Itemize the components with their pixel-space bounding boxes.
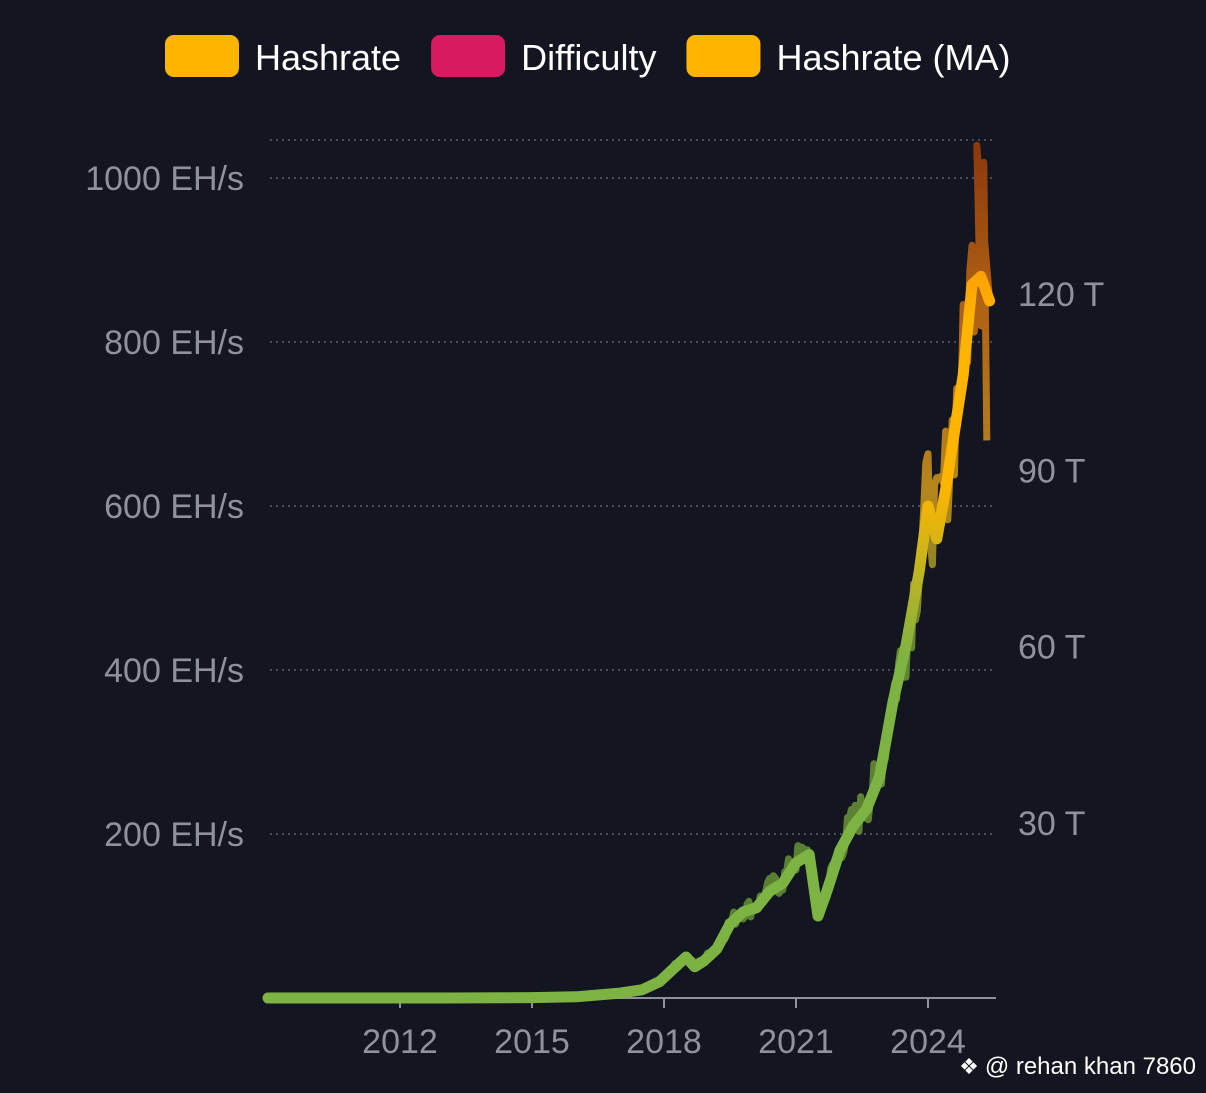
legend-swatch [165,35,239,77]
x-tick-label: 2018 [626,1023,702,1061]
y-right-tick-label: 120 T [1018,276,1104,314]
y-left-tick-label: 200 EH/s [104,816,244,854]
x-tick-label: 2015 [494,1023,570,1061]
y-left-tick-label: 400 EH/s [104,652,244,690]
x-tick-label: 2021 [758,1023,834,1061]
watermark-text: @ rehan khan 7860 [984,1053,1196,1080]
x-tick-label: 2012 [362,1023,438,1061]
watermark: ❖ @ rehan khan 7860 [959,1053,1196,1081]
y-right-tick-label: 90 T [1018,452,1085,490]
legend-label: Difficulty [521,37,656,78]
y-right-tick-label: 30 T [1018,805,1085,843]
binance-diamond-icon: ❖ [959,1054,979,1079]
y-left-tick-label: 600 EH/s [104,488,244,526]
y-right-tick-label: 60 T [1018,629,1085,667]
y-left-tick-label: 800 EH/s [104,324,244,362]
legend-swatch [686,35,761,77]
legend-item: Hashrate (MA) [686,35,1011,78]
y-left-tick-label: 1000 EH/s [85,160,244,198]
x-tick-label: 2024 [890,1023,966,1061]
legend-swatch [431,35,506,77]
series-line-hashrate [266,141,994,1002]
legend-item: Hashrate [165,35,401,78]
series-line-hashrate-ma [262,270,996,1004]
legend-label: Hashrate (MA) [776,37,1010,78]
legend-item: Difficulty [431,35,656,78]
legend-label: Hashrate [255,37,401,78]
